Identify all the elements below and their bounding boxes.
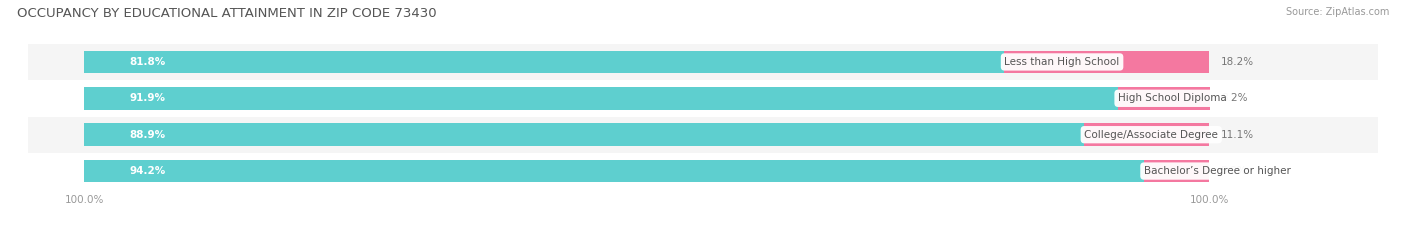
- Bar: [28, 80, 1378, 116]
- Text: High School Diploma: High School Diploma: [1118, 93, 1227, 103]
- Text: College/Associate Degree: College/Associate Degree: [1084, 130, 1218, 140]
- Text: 8.2%: 8.2%: [1222, 93, 1249, 103]
- Bar: [1084, 123, 1209, 146]
- Text: 81.8%: 81.8%: [129, 57, 166, 67]
- Bar: [1118, 87, 1211, 110]
- Bar: [28, 116, 1378, 153]
- Text: 18.2%: 18.2%: [1220, 57, 1254, 67]
- Bar: [1004, 51, 1209, 73]
- Text: Source: ZipAtlas.com: Source: ZipAtlas.com: [1285, 7, 1389, 17]
- Text: 91.9%: 91.9%: [129, 93, 166, 103]
- Bar: [84, 123, 1084, 146]
- Bar: [28, 44, 1378, 80]
- Bar: [84, 160, 1144, 182]
- Bar: [28, 153, 1378, 189]
- Text: 5.8%: 5.8%: [1220, 166, 1247, 176]
- Text: 88.9%: 88.9%: [129, 130, 166, 140]
- Text: OCCUPANCY BY EDUCATIONAL ATTAINMENT IN ZIP CODE 73430: OCCUPANCY BY EDUCATIONAL ATTAINMENT IN Z…: [17, 7, 436, 20]
- Bar: [84, 51, 1004, 73]
- Text: Bachelor’s Degree or higher: Bachelor’s Degree or higher: [1144, 166, 1291, 176]
- Text: Less than High School: Less than High School: [1004, 57, 1119, 67]
- Bar: [84, 87, 1118, 110]
- Text: 94.2%: 94.2%: [129, 166, 166, 176]
- Bar: [1144, 160, 1209, 182]
- Text: 11.1%: 11.1%: [1220, 130, 1254, 140]
